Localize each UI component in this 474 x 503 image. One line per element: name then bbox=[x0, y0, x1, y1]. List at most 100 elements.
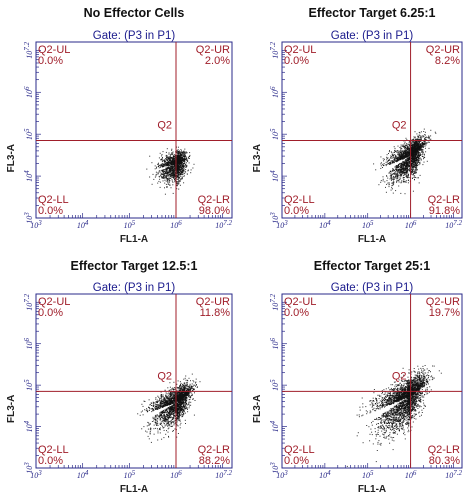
event-dot bbox=[390, 160, 392, 162]
event-dot bbox=[166, 157, 168, 158]
event-dot bbox=[415, 148, 417, 150]
event-dot bbox=[162, 180, 164, 182]
event-dot bbox=[156, 414, 158, 416]
event-dot bbox=[411, 163, 413, 165]
event-dot bbox=[401, 154, 403, 156]
event-dot bbox=[421, 138, 422, 140]
event-dot bbox=[160, 164, 162, 166]
event-dot bbox=[400, 174, 402, 176]
event-dot bbox=[398, 156, 400, 158]
event-dot bbox=[155, 408, 157, 410]
event-dot bbox=[408, 166, 410, 167]
event-dot bbox=[181, 152, 183, 153]
event-dot bbox=[186, 157, 187, 159]
event-dot bbox=[411, 151, 413, 153]
event-dot bbox=[167, 422, 169, 424]
event-dot bbox=[400, 182, 402, 184]
event-dot bbox=[178, 161, 180, 163]
gate-label: Gate: (P3 in P1) bbox=[331, 30, 414, 42]
event-dot bbox=[398, 179, 400, 181]
event-dot bbox=[161, 415, 163, 417]
event-dot bbox=[399, 155, 401, 157]
event-dot bbox=[420, 154, 422, 156]
event-dot bbox=[386, 163, 388, 165]
event-dot bbox=[182, 173, 184, 175]
event-dot bbox=[160, 174, 162, 176]
event-dot bbox=[176, 424, 178, 426]
event-dot bbox=[395, 174, 397, 176]
event-dot bbox=[418, 150, 420, 151]
event-dot bbox=[418, 152, 420, 154]
event-dot bbox=[153, 409, 155, 411]
event-dot bbox=[166, 167, 168, 169]
event-dot bbox=[389, 163, 391, 165]
event-dot bbox=[409, 162, 411, 164]
event-dot bbox=[186, 407, 188, 409]
event-dot bbox=[148, 438, 150, 440]
event-dot bbox=[171, 163, 173, 165]
event-dot bbox=[157, 432, 159, 434]
event-dot bbox=[413, 154, 415, 156]
event-dot bbox=[161, 154, 163, 156]
event-dot bbox=[173, 158, 175, 160]
event-dot bbox=[160, 391, 162, 393]
event-dot bbox=[415, 152, 417, 154]
event-dot bbox=[388, 153, 389, 154]
event-dot bbox=[181, 166, 183, 168]
event-dot bbox=[161, 159, 163, 161]
event-dot bbox=[408, 164, 410, 166]
event-dot bbox=[184, 153, 186, 155]
event-dot bbox=[424, 144, 426, 146]
event-dot bbox=[178, 173, 179, 175]
event-dot bbox=[164, 165, 166, 167]
event-dot bbox=[182, 169, 184, 171]
event-dot bbox=[403, 180, 405, 182]
event-dot bbox=[397, 174, 399, 176]
event-dot bbox=[171, 157, 173, 159]
event-dot bbox=[178, 160, 180, 162]
quadrant-name-q2-ul: Q2-UL bbox=[284, 44, 316, 56]
event-dot bbox=[174, 163, 176, 165]
event-dot bbox=[166, 178, 168, 180]
event-dot bbox=[404, 181, 405, 183]
event-dot bbox=[392, 155, 394, 157]
event-dot bbox=[182, 155, 184, 157]
event-dots bbox=[146, 146, 195, 195]
event-dot bbox=[183, 385, 185, 387]
event-dot bbox=[149, 409, 150, 411]
event-dot bbox=[407, 177, 409, 179]
event-dot bbox=[413, 158, 415, 160]
event-dot bbox=[415, 148, 417, 150]
event-dot bbox=[174, 179, 176, 181]
event-dot bbox=[401, 157, 403, 159]
event-dot bbox=[170, 423, 172, 425]
event-dot bbox=[398, 154, 400, 156]
event-dot bbox=[408, 145, 410, 147]
event-dot bbox=[394, 172, 396, 174]
event-dot bbox=[163, 176, 165, 178]
event-dot bbox=[173, 388, 175, 390]
event-dot bbox=[181, 400, 183, 401]
event-dot bbox=[176, 188, 178, 190]
quadrant-percent-q2-ur: 8.2% bbox=[435, 55, 460, 67]
event-dot bbox=[402, 144, 404, 146]
x-tick-label: 103 bbox=[30, 469, 42, 480]
event-dot bbox=[418, 162, 420, 163]
event-dot bbox=[160, 164, 162, 166]
event-dot bbox=[157, 166, 159, 167]
event-dot bbox=[180, 153, 182, 155]
event-dot bbox=[414, 149, 416, 151]
event-dot bbox=[177, 153, 179, 155]
event-dot bbox=[420, 131, 422, 133]
event-dot bbox=[176, 176, 178, 178]
event-dot bbox=[166, 178, 168, 179]
event-dot bbox=[183, 159, 184, 161]
event-dot bbox=[172, 159, 174, 161]
event-dot bbox=[164, 182, 166, 184]
event-dot bbox=[157, 430, 159, 432]
event-dot bbox=[424, 134, 426, 136]
event-dot bbox=[426, 142, 428, 144]
event-dot bbox=[402, 171, 404, 173]
event-dot bbox=[164, 163, 166, 164]
event-dot bbox=[162, 412, 164, 414]
